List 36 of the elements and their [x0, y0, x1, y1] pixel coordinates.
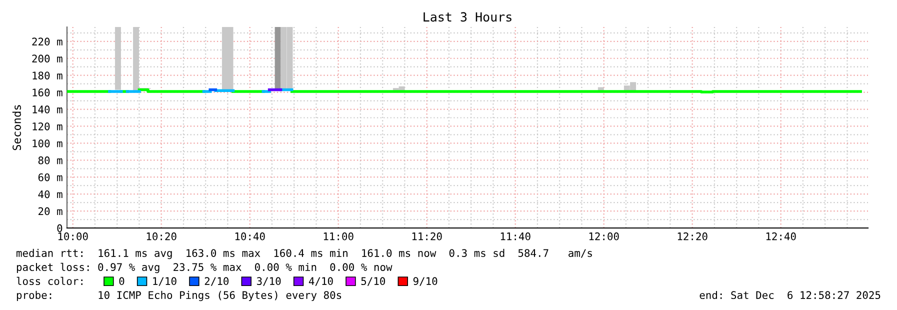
x-tick-label: 12:00 [589, 232, 619, 240]
y-tick-label: 160 m [32, 88, 62, 96]
y-tick-label: 100 m [32, 139, 62, 148]
legend-title: loss color: [16, 276, 82, 286]
legend-label: 2/10 [204, 277, 229, 286]
text: packet loss: 0.97 % avg 23.75 % max 0.00 % min 0.00 % now [16, 262, 392, 274]
legend-label: 3/10 [256, 277, 281, 286]
x-tick-label: 11:20 [412, 232, 442, 240]
y-tick-label: 220 m [32, 38, 62, 46]
x-tick-label: 10:00 [58, 232, 88, 240]
y-tick-label: 0 [57, 224, 62, 232]
bar [274, 27, 281, 90]
x-tick-label: 10:40 [235, 232, 265, 240]
x-tick-label: 12:20 [678, 232, 708, 240]
x-tick-label: 11:00 [324, 232, 354, 240]
text: end: Sat Dec 6 12:58:27 2025 [700, 290, 880, 300]
y-tick-label: 80 m [38, 156, 62, 164]
y-tick-label: 140 m [32, 106, 62, 114]
text: median rtt: 161.1 ms avg 163.0 ms max 160.4 ms min 161.0 ms now 0.3 ms sd 584.7 am/s [16, 248, 592, 260]
y-tick-label: 20 m [38, 207, 62, 216]
text: probe: 10 ICMP Echo Pings (56 Bytes) every 80s [16, 290, 342, 302]
y-tick-label: 180 m [32, 72, 62, 80]
x-tick-label: 10:20 [146, 232, 176, 240]
y-tick-label: 200 m [32, 54, 62, 63]
y-tick-label: 40 m [38, 190, 62, 198]
x-tick-label: 12:40 [766, 232, 796, 240]
legend-label: 9/10 [413, 277, 438, 286]
x-tick-label: 11:40 [500, 232, 530, 240]
y-tick-label: 60 m [38, 173, 62, 182]
legend-label: 4/10 [308, 277, 333, 286]
legend-label: 0 [119, 277, 124, 286]
y-tick-label: 120 m [32, 122, 62, 130]
y-axis-title: Seconds [12, 105, 21, 150]
chart-title: Last 3 Hours [424, 12, 512, 22]
legend-label: 1/10 [153, 277, 176, 286]
legend-label: 5/10 [361, 277, 386, 286]
